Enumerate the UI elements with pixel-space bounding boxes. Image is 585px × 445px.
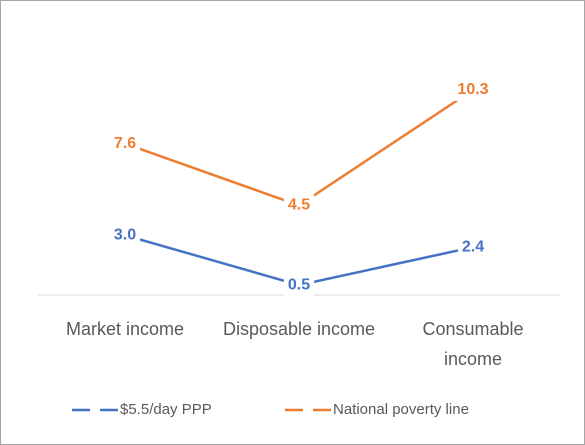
data-label-group: 7.6 [109,132,141,155]
data-label-group: 2.4 [457,236,489,259]
legend-label: National poverty line [333,401,469,418]
data-label: 0.5 [288,276,310,293]
data-label-group: 0.5 [283,274,315,297]
data-label-group: 10.3 [453,78,493,101]
legend-label: $5.5/day PPP [120,401,212,418]
data-label-bg [453,78,493,101]
x-tick-label: Disposable income [223,319,375,339]
data-label: 2.4 [462,238,484,255]
x-tick-label: Consumable income [422,319,523,369]
data-label-group: 3.0 [109,224,141,247]
data-label-group: 4.5 [283,194,315,217]
data-label-bg [109,132,141,155]
x-tick-label: Market income [66,319,184,339]
data-label: 7.6 [114,135,136,152]
data-label-bg [457,236,489,259]
data-label-bg [283,274,315,297]
data-label: 3.0 [114,226,136,243]
data-label-bg [283,194,315,217]
data-label-bg [109,224,141,247]
data-label: 10.3 [457,81,488,98]
data-label: 4.5 [288,197,310,214]
